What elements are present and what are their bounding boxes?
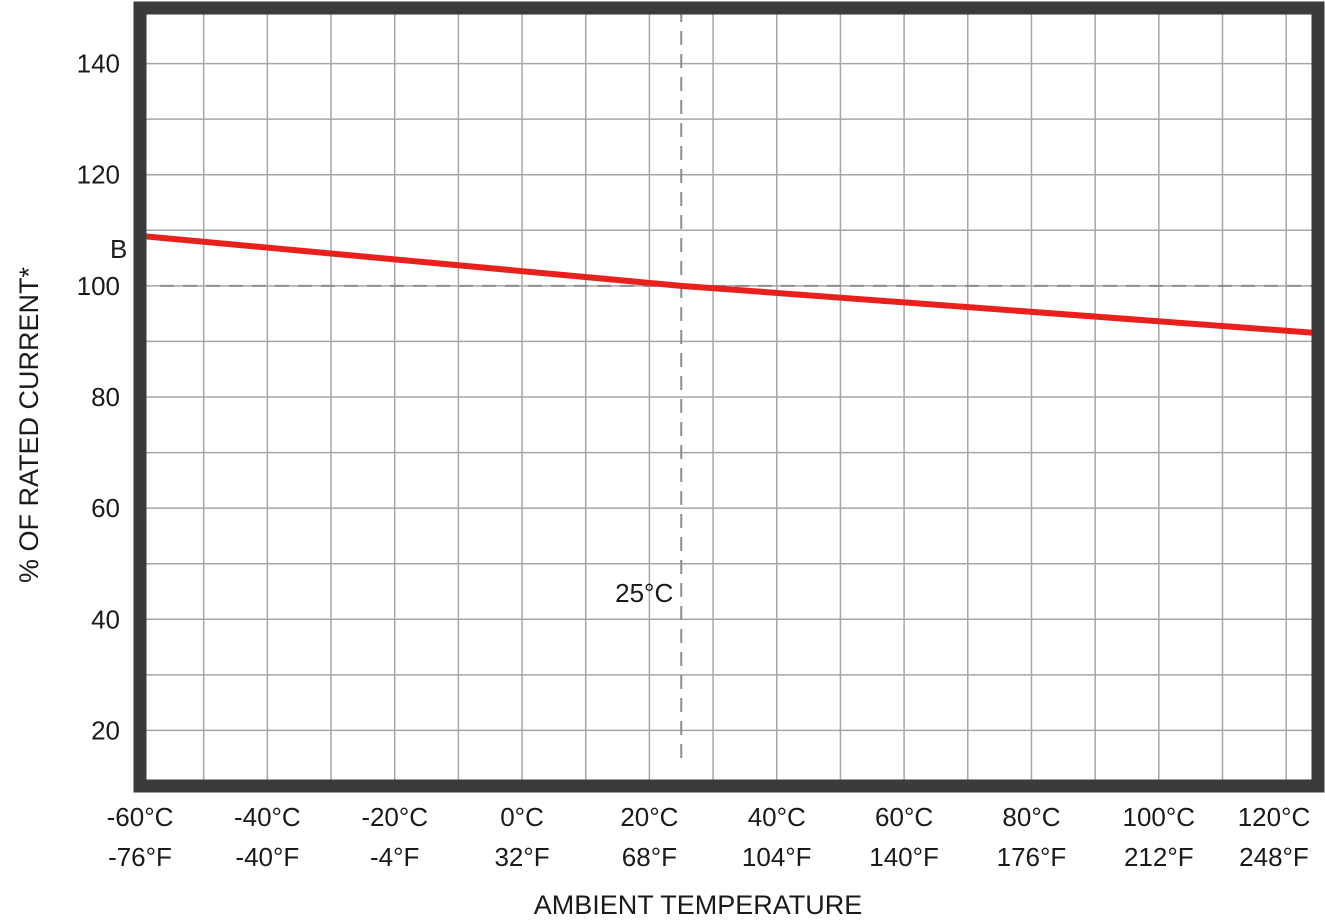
series-line-b: [139, 232, 1319, 337]
y-tick-label: 20: [91, 715, 120, 745]
x-tick-label-fahrenheit: -40°F: [235, 842, 299, 872]
x-tick-labels: -60°C -76°F -40°C -40°F -20°C -4°F 0°C 32°F 20°C…: [107, 802, 1311, 872]
x-tick-label-fahrenheit: 104°F: [742, 842, 812, 872]
x-axis-title: AMBIENT TEMPERATURE: [534, 890, 863, 920]
y-axis-title: % OF RATED CURRENT*: [14, 267, 44, 584]
x-tick-label-fahrenheit: 140°F: [869, 842, 939, 872]
x-tick-label-fahrenheit: 212°F: [1124, 842, 1194, 872]
plot-frame: [133, 1, 1325, 793]
x-tick-label-fahrenheit: 248°F: [1239, 842, 1309, 872]
y-tick-label: 100: [77, 271, 120, 301]
x-tick-label-celsius: 100°C: [1123, 802, 1196, 832]
series: BB: [110, 232, 1319, 337]
y-tick-label: 80: [91, 382, 120, 412]
reference-lines: 25°C: [160, 8, 1318, 766]
reference-label-25c: 25°C: [615, 578, 673, 608]
x-tick-label-celsius: 0°C: [500, 802, 544, 832]
x-tick-label-fahrenheit: 176°F: [997, 842, 1067, 872]
y-tick-labels: 20 40 60 80 100 120 140: [77, 49, 120, 746]
y-tick-label: 60: [91, 493, 120, 523]
x-tick-label-celsius: 120°C: [1238, 802, 1311, 832]
x-tick-label-fahrenheit: 32°F: [494, 842, 549, 872]
x-tick-label-celsius: -20°C: [361, 802, 428, 832]
x-tick-label-celsius: -40°C: [234, 802, 301, 832]
series-label-b-start: B: [110, 234, 127, 264]
y-tick-label: 140: [77, 49, 120, 79]
y-tick-label: 40: [91, 604, 120, 634]
x-tick-label-fahrenheit: 68°F: [622, 842, 677, 872]
x-tick-label-fahrenheit: -4°F: [370, 842, 419, 872]
x-tick-label-celsius: 40°C: [748, 802, 806, 832]
y-tick-label: 120: [77, 160, 120, 190]
x-tick-label-celsius: 60°C: [875, 802, 933, 832]
x-tick-label-fahrenheit: -76°F: [108, 842, 172, 872]
x-tick-label-celsius: -60°C: [107, 802, 174, 832]
grid: [139, 8, 1318, 786]
x-tick-label-celsius: 80°C: [1002, 802, 1060, 832]
x-tick-label-celsius: 20°C: [620, 802, 678, 832]
